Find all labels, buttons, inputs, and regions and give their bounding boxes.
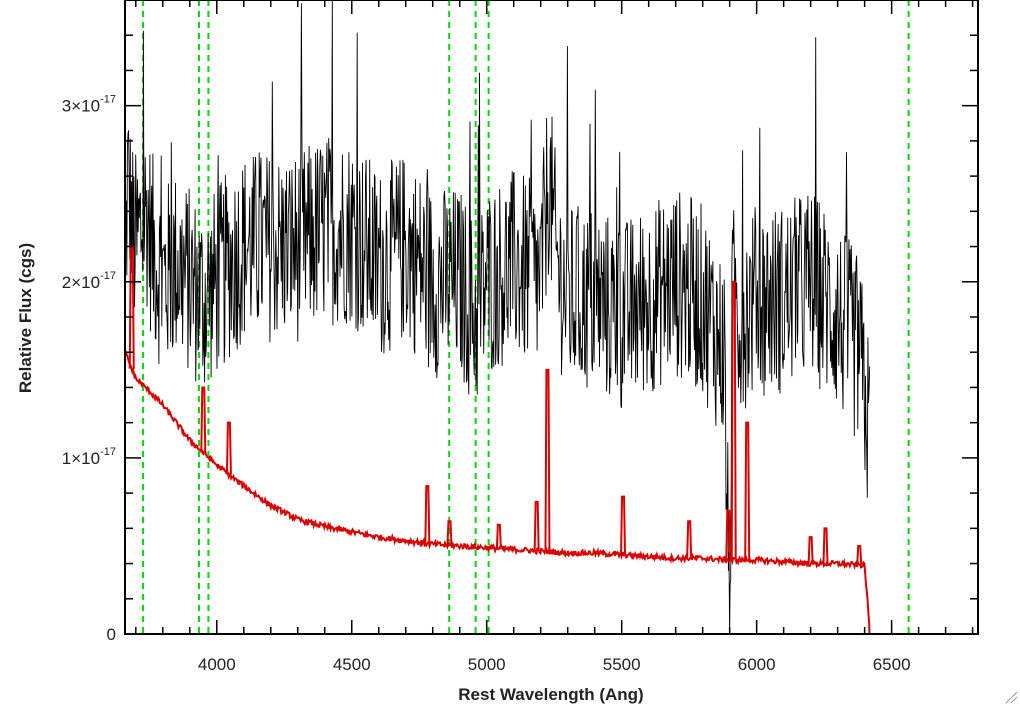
y-tick-label: 3×10-17 <box>62 94 116 116</box>
y-tick-exponent: -17 <box>100 270 116 282</box>
y-tick-label: 1×10-17 <box>62 446 116 468</box>
x-tick-label: 4500 <box>333 655 371 674</box>
x-tick-label: 5500 <box>603 655 641 674</box>
y-tick-exponent: -17 <box>100 94 116 106</box>
emission-spike <box>730 280 737 561</box>
x-axis-title: Rest Wavelength (Ang) <box>458 685 643 704</box>
y-tick-mantissa: 2×10 <box>62 273 100 292</box>
emission-spike <box>533 500 540 551</box>
y-tick-mantissa: 3×10 <box>62 97 100 116</box>
emission-spike <box>686 520 693 559</box>
resize-grip-icon[interactable] <box>1004 690 1018 704</box>
y-tick-mantissa: 1×10 <box>62 449 100 468</box>
plot-frame <box>124 0 979 635</box>
y-tick-label: 0 <box>107 625 116 644</box>
x-tick-label: 6000 <box>738 655 776 674</box>
spectrum-layer <box>124 0 871 635</box>
emission-spike <box>544 368 551 552</box>
emission-spike <box>446 520 453 546</box>
reference-lines <box>142 0 910 634</box>
axes <box>124 0 979 635</box>
emission-spike <box>725 509 732 560</box>
y-tick-label: 2×10-17 <box>62 270 116 292</box>
y-axis-title: Relative Flux (cgs) <box>16 243 35 393</box>
emission-spike <box>424 485 431 544</box>
y-tick-labels: 01×10-172×10-173×10-17 <box>62 94 116 644</box>
y-tick-exponent: -17 <box>100 446 116 458</box>
emission-spike <box>856 544 863 566</box>
emission-spike <box>495 523 502 549</box>
y-tick-mantissa: 0 <box>107 625 116 644</box>
x-tick-label: 6500 <box>873 655 911 674</box>
emission-spike <box>200 386 207 453</box>
emission-spike <box>822 527 829 564</box>
x-tick-label: 4000 <box>198 655 236 674</box>
template-line <box>124 349 978 635</box>
template-layer <box>124 245 978 635</box>
x-tick-labels: 4000 4500 5000 5500 6000 6500 <box>198 655 911 674</box>
x-tick-label: 5000 <box>468 655 506 674</box>
emission-spike <box>225 421 232 475</box>
emission-spike <box>620 495 627 555</box>
spectrum-line <box>124 0 871 635</box>
emission-spike <box>807 536 814 564</box>
emission-spike <box>744 421 751 561</box>
